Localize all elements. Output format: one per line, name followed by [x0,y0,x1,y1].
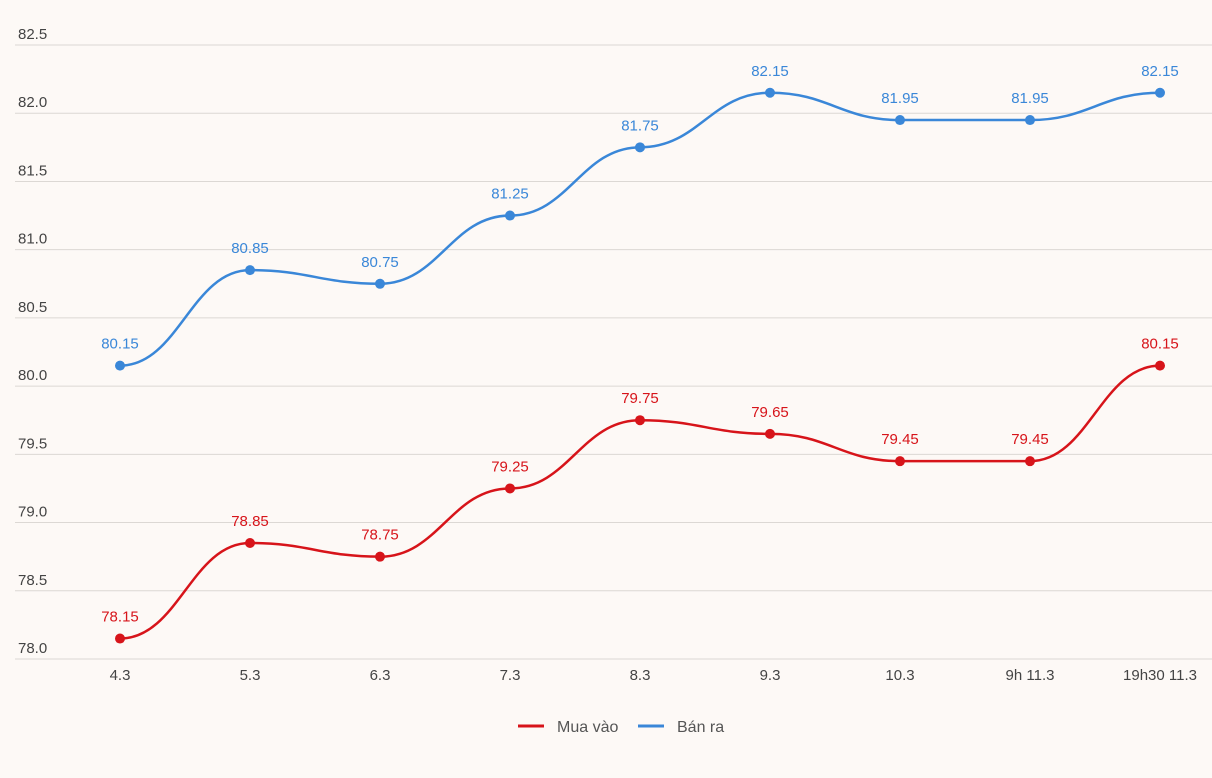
data-label: 78.85 [231,513,269,530]
y-tick-label: 79.5 [18,435,47,452]
y-tick-label: 82.5 [18,26,47,43]
series-line [119,364,1161,640]
data-label: 82.15 [751,63,789,80]
data-point [1155,360,1165,371]
y-tick-label: 81.0 [18,231,47,248]
data-point [1155,87,1165,98]
x-tick-label: 7.3 [500,667,521,684]
data-point [375,551,385,562]
data-point [245,538,255,549]
series-line [119,91,1161,367]
x-axis-tick-labels: 4.3 5.3 6.3 7.3 8.3 9.3 10.3 9h 11.3 19h30 11.3 [110,667,1197,684]
data-label: 81.95 [881,90,919,107]
data-label: 82.15 [1141,63,1179,80]
y-tick-label: 82.0 [18,94,47,111]
y-tick-label: 78.5 [18,572,47,589]
x-tick-label: 9.3 [760,667,781,684]
data-label: 78.15 [101,609,139,626]
data-label: 81.95 [1011,90,1049,107]
y-tick-label: 80.0 [18,367,47,384]
y-tick-label: 80.5 [18,299,47,316]
series-1: 80.15 80.85 80.75 81.25 81.75 82.15 81.95 81.95… [101,63,1179,371]
x-tick-label: 9h 11.3 [1006,667,1055,684]
data-point [505,483,515,494]
data-point [115,360,125,371]
data-point [765,87,775,98]
data-point [1025,115,1035,126]
data-label: 79.45 [1011,431,1049,448]
legend-label: Mua vào [557,719,618,736]
data-point [115,633,125,644]
x-tick-label: 6.3 [370,667,391,684]
y-tick-label: 81.5 [18,162,47,179]
data-point [895,456,905,467]
data-label: 80.85 [231,240,269,257]
x-tick-label: 10.3 [885,667,914,684]
data-label: 81.25 [491,186,529,203]
data-label: 80.15 [101,336,139,353]
y-tick-label: 78.0 [18,640,47,657]
data-point [375,278,385,289]
x-tick-label: 8.3 [630,667,651,684]
series-0: 78.15 78.85 78.75 79.25 79.75 79.65 79.45 79.45… [101,336,1179,644]
data-point [895,115,905,126]
data-label: 80.75 [361,254,399,271]
data-label: 79.75 [621,390,659,407]
data-label: 80.15 [1141,336,1179,353]
x-tick-label: 4.3 [110,667,131,684]
legend: Mua vào Bán ra [518,719,724,736]
data-point [1025,456,1035,467]
grid-lines [15,44,1212,660]
x-tick-label: 19h30 11.3 [1123,667,1197,684]
data-label: 78.75 [361,527,399,544]
legend-label: Bán ra [677,719,724,736]
data-point [505,210,515,221]
data-point [635,415,645,426]
y-tick-label: 79.0 [18,504,47,521]
data-label: 81.75 [621,117,659,134]
x-tick-label: 5.3 [240,667,261,684]
data-point [765,428,775,439]
y-axis-tick-labels: 78.0 78.5 79.0 79.5 80.0 80.5 81.0 81.5 82.0 82.5 [18,26,47,657]
data-point [635,142,645,153]
data-label: 79.65 [751,404,789,421]
data-point [245,265,255,276]
data-label: 79.25 [491,458,529,475]
data-label: 79.45 [881,431,919,448]
series-group: 78.15 78.85 78.75 79.25 79.75 79.65 79.45 79.45… [101,63,1179,644]
